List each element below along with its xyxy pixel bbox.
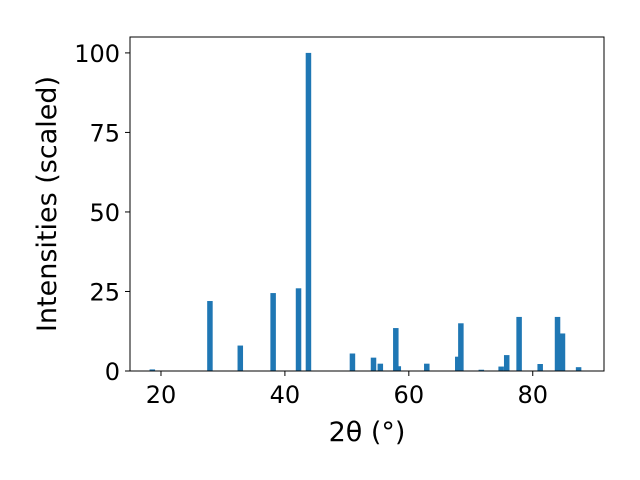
bar [270,293,276,371]
y-tick-label: 25 [89,278,120,306]
bar [424,363,430,371]
bar [349,353,356,371]
bar [305,52,312,372]
bar [478,369,485,371]
bar [498,366,504,371]
x-tick-label: 60 [394,381,425,409]
y-tick-label: 50 [89,199,120,227]
bar [207,301,213,371]
axes-frame [129,36,605,372]
bar [455,356,461,371]
x-axis-label: 2θ (°) [329,417,406,448]
x-tick-label: 80 [517,381,548,409]
bar [575,367,582,371]
bar [295,288,302,371]
bar [516,316,522,371]
y-tick-label: 75 [89,119,120,147]
bar [537,364,543,371]
bar [370,357,377,371]
x-tick-label: 40 [270,381,301,409]
bar [559,333,566,371]
bar [554,316,561,371]
bar [503,355,510,371]
bar [393,328,399,371]
y-tick-label: 0 [105,358,120,386]
x-tick-label: 20 [146,381,177,409]
bar [149,369,156,371]
y-axis-label: Intensities (scaled) [32,76,63,332]
x-ticks: 20 40 60 80 [146,371,548,409]
bar [458,323,464,371]
bar [237,345,244,371]
y-tick-label: 100 [74,40,120,68]
bars-group [149,52,582,372]
bar [395,366,402,371]
y-ticks: 0 25 50 75 100 [74,40,130,386]
bar [377,363,384,371]
